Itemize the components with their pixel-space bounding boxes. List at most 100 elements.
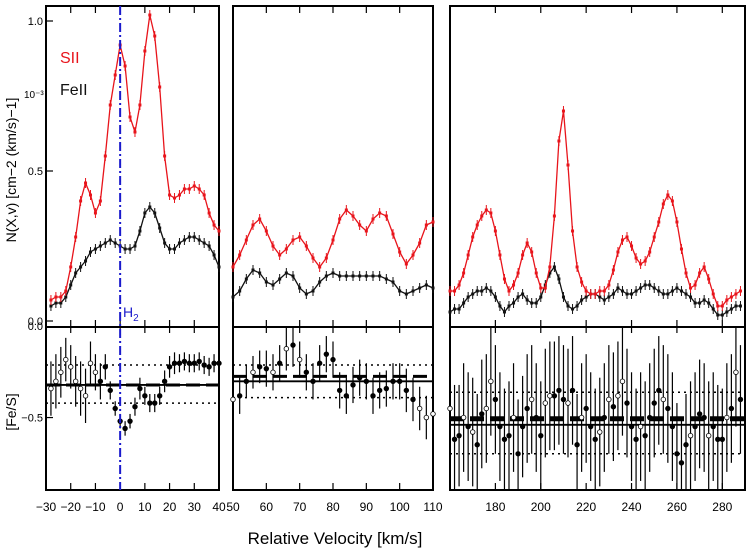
fe-s-data-point <box>656 387 662 394</box>
fe-s-data-point <box>542 400 549 406</box>
sii-data-point <box>521 253 525 257</box>
x-tick-label: 20 <box>163 500 177 514</box>
sii-data-point <box>480 214 484 218</box>
fe-s-data-point <box>102 364 109 370</box>
feii-data-point <box>539 295 543 299</box>
feii-data-point <box>88 250 92 254</box>
feii-data-point <box>507 304 511 308</box>
feii-data-point <box>278 277 282 281</box>
feii-data-point <box>639 286 643 290</box>
fe-s-data-point <box>336 387 343 394</box>
feii-data-point <box>123 247 127 251</box>
fe-s-data-point <box>68 364 74 370</box>
feii-data-point <box>530 301 534 305</box>
sii-data-point <box>143 49 147 53</box>
sii-data-point <box>661 202 665 206</box>
sii-data-point <box>128 115 132 119</box>
sii-data-point <box>251 223 255 227</box>
sii-data-point <box>493 229 497 233</box>
sii-data-point <box>498 253 502 257</box>
sii-data-point <box>684 271 688 275</box>
sii-data-point <box>593 292 597 296</box>
fe-s-data-point <box>528 396 535 403</box>
x-tick-label: 200 <box>531 500 551 514</box>
fe-s-data-point <box>515 451 521 457</box>
h2-annotation: H2 <box>123 304 139 324</box>
fe-s-data-point <box>191 360 197 366</box>
feii-series-line <box>50 205 220 307</box>
fe-s-data-point <box>642 432 648 439</box>
sii-data-point <box>88 193 92 197</box>
sii-data-point <box>625 235 629 239</box>
sii-data-point <box>69 265 73 269</box>
feii-data-point <box>182 238 186 242</box>
sii-data-point <box>148 13 152 17</box>
fe-s-data-point <box>350 382 356 388</box>
sii-data-point <box>516 271 520 275</box>
sii-data-point <box>466 253 470 257</box>
feii-data-point <box>207 244 211 248</box>
fe-s-data-point <box>538 432 544 439</box>
fe-s-data-point <box>256 364 263 370</box>
fe-s-data-point <box>250 369 256 375</box>
fe-s-data-point <box>270 369 276 375</box>
x-tick-label: 280 <box>712 500 732 514</box>
bottom-plot-frame <box>449 326 746 491</box>
panel-2: 50 60 70 80 90 100 110 <box>226 5 443 514</box>
feii-data-point <box>74 271 78 275</box>
fe-s-data-point <box>574 442 580 448</box>
sii-data-point <box>197 187 201 191</box>
feii-data-point <box>534 301 538 305</box>
feii-data-point <box>158 226 162 230</box>
sii-data-point <box>331 238 335 242</box>
fe-s-data-point <box>48 385 54 392</box>
sii-data-point <box>484 208 488 212</box>
feii-data-point <box>251 268 255 272</box>
sii-data-point <box>634 256 638 260</box>
fe-s-data-point <box>469 429 476 435</box>
feii-data-point <box>338 274 342 278</box>
feii-data-point <box>404 292 408 296</box>
feii-data-point <box>738 304 742 308</box>
feii-data-point <box>466 295 470 299</box>
fe-s-data-point <box>547 393 553 399</box>
fe-s-data-point <box>705 432 712 439</box>
y-tick-label: 0.5 <box>28 166 43 178</box>
fe-s-data-point <box>142 393 148 399</box>
feii-data-point <box>384 277 388 281</box>
fe-s-data-point <box>456 432 462 439</box>
feii-data-point <box>238 289 242 293</box>
feii-data-point <box>734 304 738 308</box>
fe-s-data-point <box>112 405 118 412</box>
fe-s-data-point <box>296 356 303 363</box>
fe-s-data-point <box>660 396 667 403</box>
fe-s-data-point <box>724 414 730 421</box>
x-tick-label: 240 <box>622 500 642 514</box>
fe-s-data-point <box>497 423 503 430</box>
sii-data-point <box>643 259 647 263</box>
fe-s-data-point <box>619 378 626 385</box>
feii-data-point <box>471 292 475 296</box>
feii-data-point <box>521 292 525 296</box>
sii-data-point <box>418 241 422 245</box>
sii-data-point <box>411 253 415 257</box>
sii-data-point <box>64 289 68 293</box>
fe-s-data-point <box>132 403 138 410</box>
x-tick-label: 80 <box>326 500 340 514</box>
feii-data-point <box>324 274 328 278</box>
feii-data-point <box>173 247 177 251</box>
fe-s-data-point <box>624 400 630 406</box>
feii-data-point <box>378 274 382 278</box>
feii-data-point <box>64 295 68 299</box>
fe-s-data-point <box>230 396 236 403</box>
sii-data-point <box>525 241 529 245</box>
feii-data-point <box>575 304 579 308</box>
sii-series-line <box>450 110 741 307</box>
sii-data-point <box>543 286 547 290</box>
feii-data-point <box>318 280 322 284</box>
sii-data-point <box>324 256 328 260</box>
feii-data-point <box>616 286 620 290</box>
fe-s-data-point <box>97 378 104 385</box>
sii-data-point <box>670 199 674 203</box>
sii-data-point <box>351 214 355 218</box>
